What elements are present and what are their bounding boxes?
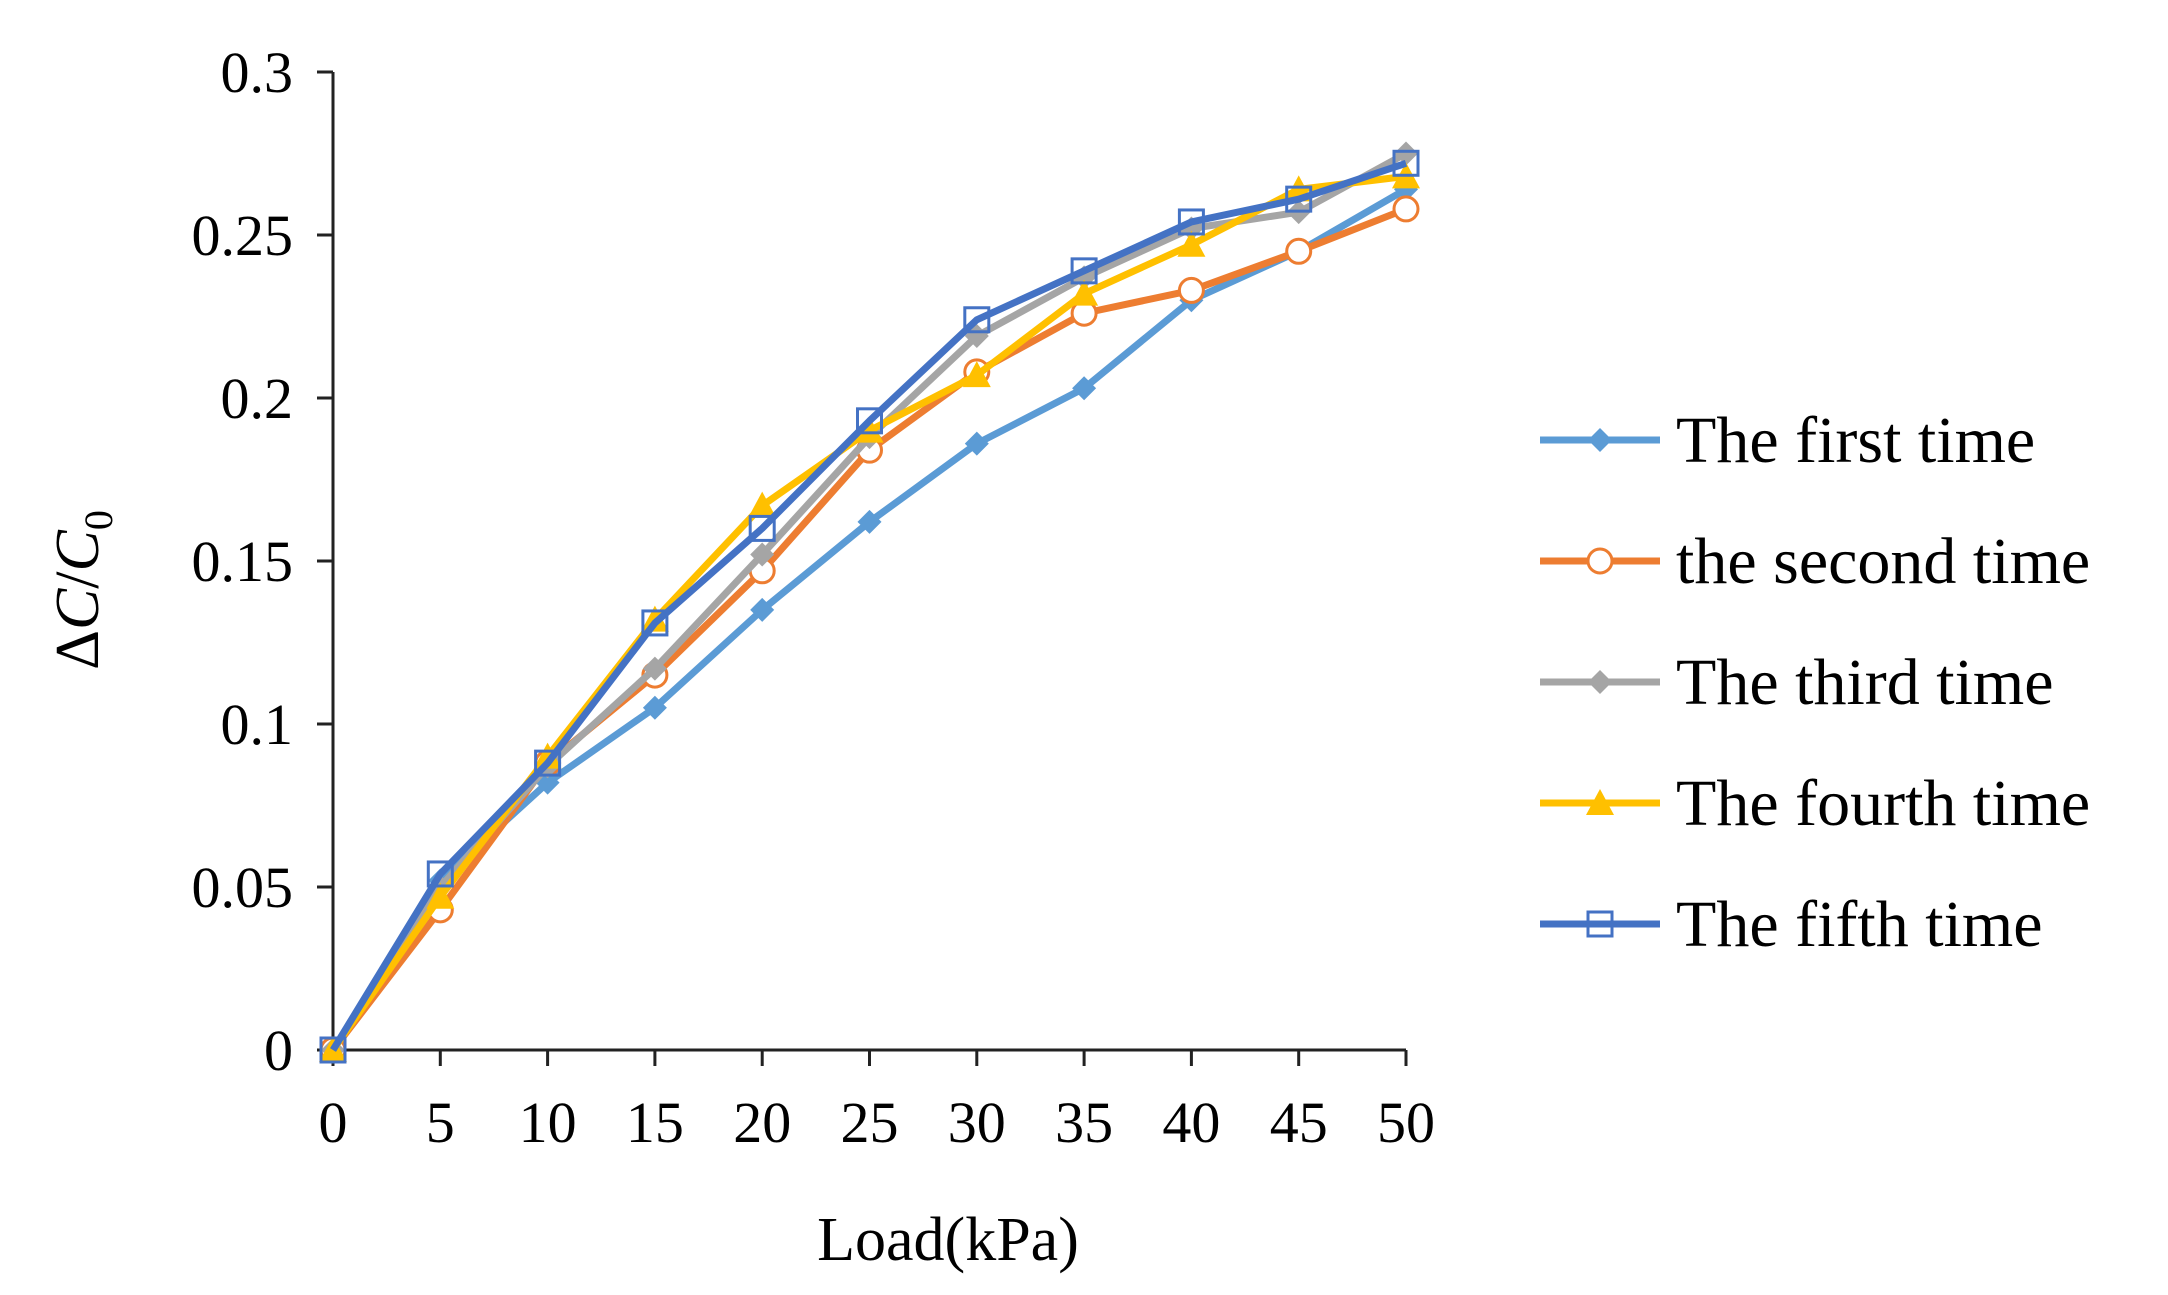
x-tick-label: 30 [948, 1090, 1006, 1155]
data-point [1285, 237, 1313, 265]
x-axis-title: Load(kPa) [817, 1206, 1079, 1274]
data-point [1070, 279, 1099, 306]
data-point [1285, 185, 1313, 213]
legend-marker [1588, 670, 1612, 694]
legend-marker [1588, 428, 1612, 452]
legend-marker [1586, 547, 1614, 575]
data-point [1072, 376, 1097, 401]
y-tick-label: 0.15 [192, 529, 294, 594]
data-point [642, 656, 667, 681]
data-point [748, 514, 776, 542]
y-tick-label: 0.1 [221, 692, 294, 757]
legend-item-4: The fourth time [1540, 767, 2090, 840]
data-point [857, 509, 882, 534]
y-tick-label: 0.2 [221, 366, 294, 431]
legend-item-5: The fifth time [1540, 888, 2043, 961]
x-tick-label: 5 [426, 1090, 455, 1155]
y-tick-label: 0 [264, 1018, 293, 1083]
legend-label: The fifth time [1676, 888, 2043, 961]
legend-label: the second time [1676, 525, 2090, 598]
legend-label: The fourth time [1676, 767, 2090, 840]
series-line [330, 172, 1407, 1053]
data-point [1177, 230, 1206, 257]
series-layer [319, 141, 1420, 1064]
axes: 0 0.05 0.1 0.15 0.2 0.25 0.3 0 5 10 15 20 25 30 35 40 45… [192, 40, 1436, 1155]
legend-label: The third time [1676, 646, 2054, 719]
series-3 [321, 141, 1418, 1062]
y-axis-title: ΔC/C0 [44, 510, 121, 670]
data-point [426, 860, 454, 888]
series-line [330, 150, 1408, 1052]
y-tick-label: 0.3 [221, 40, 294, 105]
data-point [1177, 208, 1205, 236]
x-tick-label: 10 [519, 1090, 577, 1155]
series-1 [321, 177, 1418, 1062]
data-point [750, 597, 775, 622]
legend-marker [1586, 789, 1614, 815]
x-tick-label: 20 [733, 1090, 791, 1155]
data-point [750, 542, 775, 567]
x-tick-label: 35 [1055, 1090, 1113, 1155]
series-4 [319, 162, 1420, 1062]
data-point [1177, 276, 1205, 304]
x-tick-label: 45 [1270, 1090, 1328, 1155]
series-line [330, 159, 1408, 1052]
data-point [856, 407, 883, 435]
data-point [1394, 141, 1418, 166]
x-tick-label: 50 [1377, 1090, 1435, 1155]
data-point [748, 491, 777, 518]
data-point [642, 695, 667, 720]
x-tick-label: 25 [841, 1090, 899, 1155]
legend-item-3: The third time [1540, 646, 2054, 719]
y-tick-label: 0.05 [192, 855, 294, 920]
series-line [330, 205, 1408, 1053]
data-point [533, 742, 562, 769]
legend-marker [1586, 910, 1614, 938]
data-point [1392, 149, 1420, 177]
series-line [330, 186, 1408, 1052]
data-point [962, 361, 991, 388]
series-2 [319, 195, 1420, 1064]
series-5 [319, 149, 1420, 1064]
legend: The first time the second time The third … [1540, 404, 2090, 961]
data-point [1392, 195, 1420, 223]
x-tick-label: 15 [626, 1090, 684, 1155]
x-tick-label: 40 [1162, 1090, 1220, 1155]
data-point [319, 1036, 347, 1064]
x-tick-label: 0 [319, 1090, 348, 1155]
legend-label: The first time [1676, 404, 2035, 477]
legend-item-1: The first time [1540, 404, 2035, 477]
data-point [963, 306, 991, 334]
data-point [426, 882, 455, 909]
data-point [641, 609, 669, 637]
legend-item-2: the second time [1540, 525, 2090, 598]
data-point [1070, 257, 1098, 285]
y-tick-label: 0.25 [192, 203, 294, 268]
data-point [964, 431, 989, 456]
data-point [534, 749, 562, 777]
data-point [855, 416, 884, 443]
